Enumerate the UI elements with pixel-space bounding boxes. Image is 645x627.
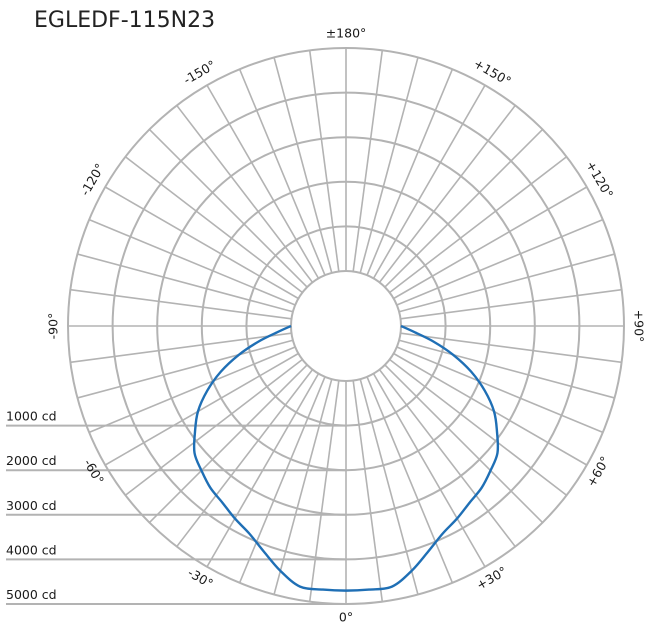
grid-spoke <box>378 104 516 283</box>
grid-spoke <box>104 352 299 466</box>
angle-label: +150° <box>471 56 514 89</box>
grid-spoke <box>393 352 588 466</box>
angle-label: +120° <box>583 158 616 201</box>
grid-spoke <box>366 376 454 584</box>
grid-spoke <box>88 218 296 306</box>
chart-title: EGLEDF-115N23 <box>34 8 215 33</box>
angle-label: +30° <box>474 563 510 592</box>
candela-label: 4000 cd <box>6 542 57 557</box>
grid-spoke <box>398 339 615 399</box>
angle-label: +60° <box>583 454 612 490</box>
grid-ring-hub <box>290 270 402 382</box>
angle-label: 0° <box>339 610 353 625</box>
grid-spoke <box>70 288 292 320</box>
grid-spoke <box>206 84 320 279</box>
intensity-curve <box>192 324 500 592</box>
grid-spoke <box>389 156 568 294</box>
grid-spoke <box>396 218 604 306</box>
luminous-intensity-curve <box>192 324 500 592</box>
grid-spoke <box>366 68 454 276</box>
grid-spoke <box>104 186 299 300</box>
grid-spoke <box>378 369 516 548</box>
grid-spoke <box>70 332 292 364</box>
grid-spoke <box>400 288 622 320</box>
grid-spoke <box>273 378 333 595</box>
grid-spoke <box>400 332 622 364</box>
grid-spoke <box>124 156 303 294</box>
grid-spoke <box>372 373 486 568</box>
grid-spoke <box>124 358 303 496</box>
grid-spoke <box>88 346 296 434</box>
grid-spoke <box>77 339 294 399</box>
grid-spoke <box>389 358 568 496</box>
grid-spoke <box>273 57 333 274</box>
angle-label: -90° <box>46 313 61 340</box>
grid-spoke <box>393 186 588 300</box>
grid-spoke <box>359 57 419 274</box>
grid-spoke <box>176 104 314 283</box>
candela-label: 5000 cd <box>6 587 57 602</box>
grid-spoke <box>352 380 384 602</box>
grid-spoke <box>176 369 314 548</box>
grid-spoke <box>384 128 544 288</box>
candela-reference-lines: 1000 cd 2000 cd 3000 cd 4000 cd 5000 cd <box>6 409 346 605</box>
grid-spoke <box>372 84 486 279</box>
grid-spoke <box>238 376 326 584</box>
candela-label: 1000 cd <box>6 409 57 424</box>
candela-label: 2000 cd <box>6 453 57 468</box>
grid-spoke <box>77 253 294 313</box>
grid-spoke <box>308 380 340 602</box>
angle-label: ±180° <box>326 26 367 41</box>
grid-spoke <box>396 346 604 434</box>
grid-spoke <box>359 378 419 595</box>
angle-label: +90° <box>632 310 645 343</box>
grid-spoke <box>148 364 308 524</box>
grid-spoke <box>352 50 384 272</box>
grid-spoke <box>148 128 308 288</box>
grid-spoke <box>398 253 615 313</box>
grid-spoke <box>238 68 326 276</box>
grid-spoke <box>384 364 544 524</box>
grid-spoke <box>308 50 340 272</box>
candela-label: 3000 cd <box>6 498 57 513</box>
polar-grid <box>67 47 625 605</box>
